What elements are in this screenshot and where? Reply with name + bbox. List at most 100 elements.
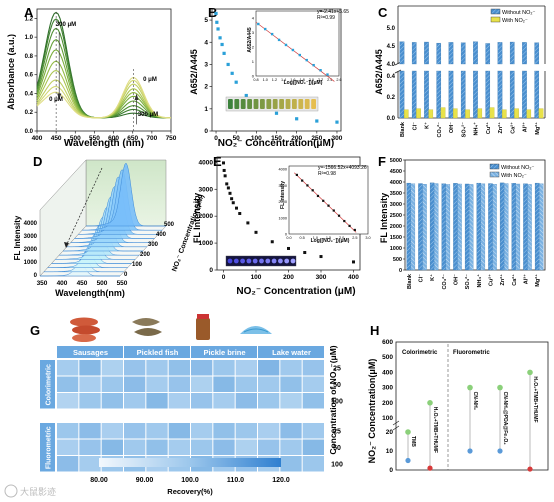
panel-f-legend: Without NO₂⁻ With NO₂⁻ [489,163,535,179]
panel-e-sample-well [284,258,290,264]
panel-h-letter: H [370,323,379,338]
panel-e-data-point [226,186,230,190]
panel-e-sample-well [227,258,233,264]
panel-b-inset-r2: R²=0.99 [317,15,335,21]
panel-b-x-tick-label: 200 [291,135,302,142]
panel-a-ylabel: Absorbance (a.u.) [6,34,16,110]
panel-g-heat-cell-colorimetric [235,360,257,376]
panel-d-trend-arrowhead [64,242,69,248]
panel-b-data-point [215,20,219,24]
panel-g-heat-cell-fluorometric [101,439,123,455]
panel-e-sample-well [271,258,277,264]
panel-b-data-point [274,111,279,115]
panel-g-heat-cell-colorimetric [124,376,146,392]
panel-d-x-tick-label: 550 [117,280,128,287]
panel-e-inset-y-tick-label: 3000 [279,184,287,188]
panel-b-inset-data-point [284,43,288,47]
panel-c-plot-area: 4.0 4.5 5.0 0.0 0.2 0.4 Blank Cl⁻ K⁺ CO₃²⁻ OH⁻ SO₄²… [387,5,546,138]
panel-c-category-label: CO₃²⁻ [436,122,443,138]
panel-e-data-point [352,260,355,264]
panel-e-inset-y-tick-label: 1000 [279,216,287,220]
panel-e-y-tick-label: 2000 [199,213,214,220]
sausage-icon [72,334,96,342]
panel-f-category-label: OH⁻ [454,274,460,285]
panel-g-heat-cell-colorimetric [168,360,190,376]
panel-g-colorbar [99,458,281,467]
panel-c-bar-without-top [534,42,540,65]
panel-f-legend-with: With NO₂⁻ [501,173,527,179]
panel-g-heat-cell-fluorometric [124,423,146,439]
panel-g-heat-cell-colorimetric [191,360,213,376]
panel-g-heat-cell-fluorometric [213,423,235,439]
panel-e-inset-frame [288,165,369,235]
panel-g-row-label: Fluorometric [46,426,53,469]
panel-f-bar-without [453,183,458,271]
panel-h-method-label: CN-NH₂ [472,392,478,410]
panel-h-upper-limit-marker [497,384,503,391]
panel-b-inset-x-tick-label: 2.2 [318,78,323,82]
panel-b-x-tick-label: 250 [311,135,322,142]
panel-g-heat-cell-colorimetric [124,393,146,409]
panel-c-bar-without-bottom [411,70,417,119]
panel-f-y-tick-label: 1000 [390,246,402,252]
panel-a-annotation-0-right: 0 μM [143,77,157,83]
panel-g-colorbar-tick-label: 90.00 [136,477,154,484]
panel-b-inset-x-tick-label: 1.6 [290,78,295,82]
panel-g-heat-cell-colorimetric [213,376,235,392]
panel-b-inset-data-point [264,27,267,31]
panel-e-sample-well [259,258,264,264]
panel-f-y-tick-label: 2500 [390,213,402,219]
panel-h-upper-limit-marker [467,384,473,391]
panel-e-data-point [287,246,290,250]
panel-g-letter: G [30,323,40,338]
panel-g-level-label: 25 [333,429,341,436]
panel-b-sample-tube [304,99,310,109]
panel-e-inset-data-point [337,214,341,217]
panel-b-sample-tube [247,99,252,109]
panel-b-sample-tubes [225,96,319,112]
panel-h-y-tick-label: 20 [386,429,394,436]
panel-c-category-label: OH⁻ [449,122,455,133]
panel-b-inset-x-tick-label: 1.2 [272,78,277,82]
panel-g-heat-cell-colorimetric [235,376,257,392]
panel-c-bar-without-bottom [534,70,540,119]
panel-c-bar-without-top [485,43,491,65]
panel-b-data-point [220,42,224,47]
panel-g-heat-cell-fluorometric [235,423,257,439]
panel-f-category-label: K⁺ [429,274,436,281]
panel-g-heat-cell-fluorometric [79,423,101,439]
panel-e-inset-data-point [348,224,351,228]
sausage-icon [70,317,98,327]
panel-c-legend-swatch-with [490,16,501,23]
panel-c-y-tick-label-top: 4.5 [387,44,396,50]
panel-e-inset-x-tick-label: 1.5 [326,236,331,240]
panel-d-depth-tick-label: 400 [156,232,167,238]
panel-c-bar-without-top [424,41,429,65]
panel-g-level-label: 50 [333,382,341,389]
panel-d-zlabel: FL Intensity [13,215,22,260]
panel-f-bar-with [527,184,532,271]
panel-e-inset-y-tick-label: 0 [285,233,287,237]
panel-g-heat-cell-colorimetric [101,376,123,392]
panel-h-y-tick-label: 400 [382,369,393,376]
panel-h-ylabel: NO₂⁻ Concentration(μM) [367,359,377,464]
panel-h-method-label: TMB [410,436,416,447]
panel-g-level-label: 100 [331,399,343,406]
panel-a-letter: A [24,5,34,20]
panel-e-inset-data-point [343,219,346,223]
panel-b-sample-tube [292,99,297,109]
panel-h-method-label: H₂O₂+TMB+THUMF [432,407,438,453]
panel-d-depth-tick-label: 0 [124,272,128,278]
panel-e-well-strip [225,255,297,267]
panel-f-bar-with [410,183,416,271]
panel-g-colorbar-tick-label: 110.0 [227,477,244,484]
panel-b-inset-data-point [270,32,274,36]
panel-g-heat-cell-fluorometric [57,423,79,439]
panel-h-frame [395,341,549,471]
panel-g-colorbar-label: Recovery(%) [167,487,213,496]
panel-d-depth-tick-label: 500 [164,222,175,228]
panel-h-upper-limit-marker [405,429,411,435]
panel-e-data-point [246,221,250,225]
panel-d-depth-tick-label: 100 [132,262,143,268]
